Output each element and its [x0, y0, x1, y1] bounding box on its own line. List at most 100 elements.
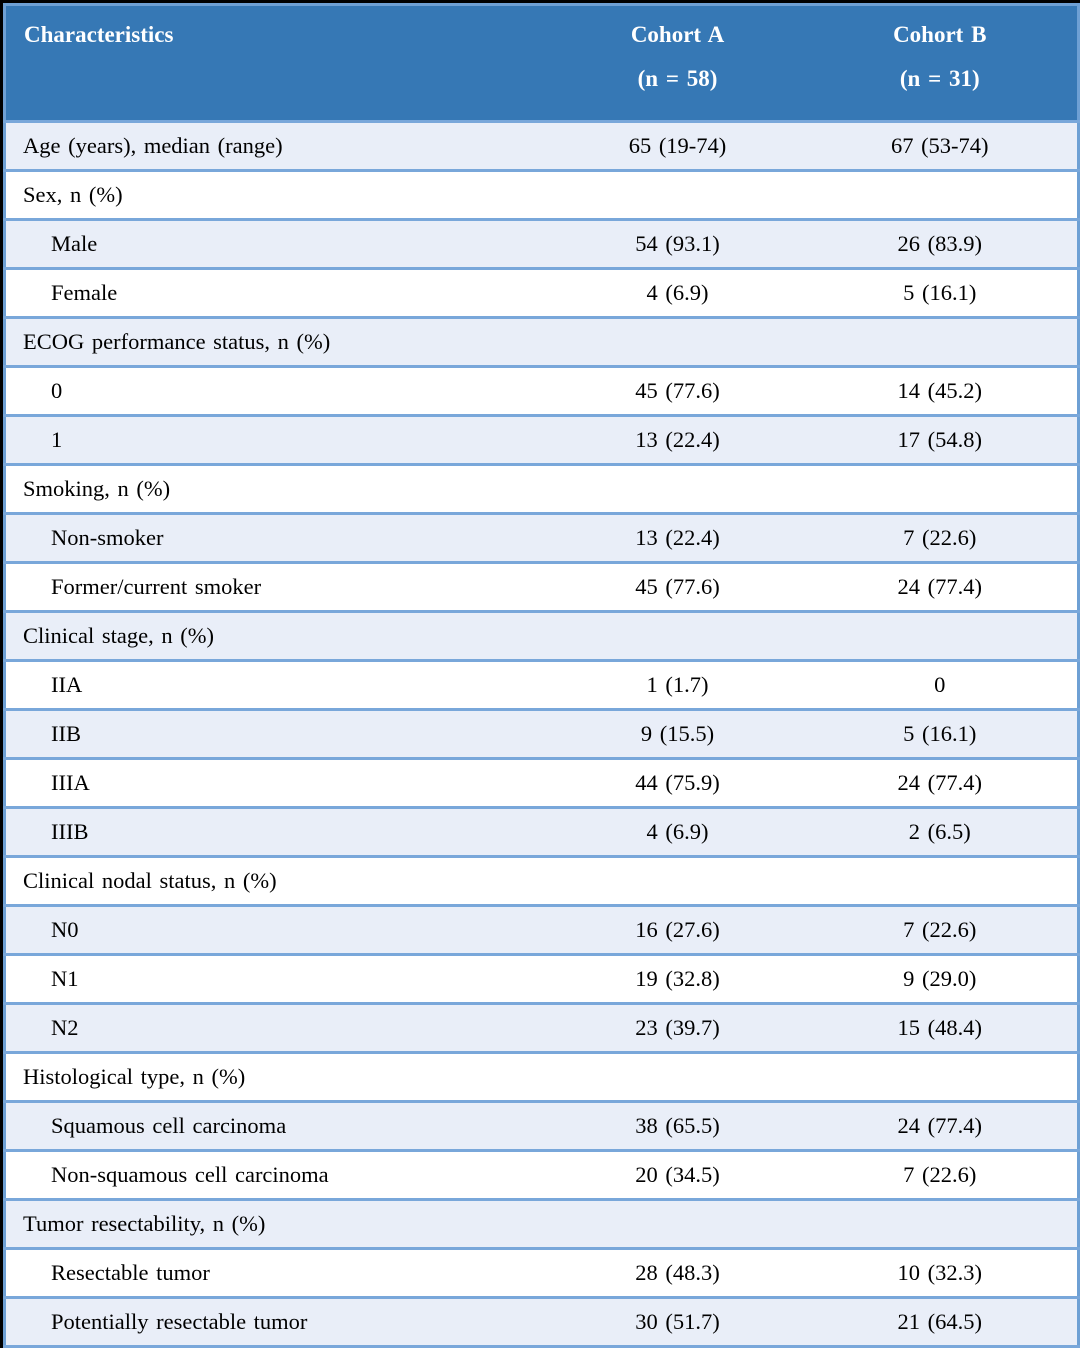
cohort-a-value: 28 (48.3)	[552, 1247, 803, 1299]
table-row: Clinical stage, n (%)	[4, 610, 1079, 662]
header-row: Characteristics Cohort A (n = 58) Cohort…	[4, 4, 1079, 123]
table-row: Non-smoker 13 (22.4) 7 (22.6)	[4, 512, 1079, 564]
cohort-b-value: 7 (22.6)	[802, 1149, 1079, 1201]
header-cohort-b: Cohort B (n = 31)	[802, 4, 1079, 123]
table-row: Female 4 (6.9) 5 (16.1)	[4, 267, 1079, 319]
row-label: ECOG performance status, n (%)	[4, 316, 553, 368]
cohort-a-value	[552, 610, 803, 662]
table-row: Age (years), median (range) 65 (19-74) 67 …	[4, 120, 1079, 172]
cohort-b-value: 5 (16.1)	[802, 267, 1079, 319]
cohort-b-value	[802, 169, 1079, 221]
row-label: Tumor resectability, n (%)	[4, 1198, 553, 1250]
table-row: Clinical nodal status, n (%)	[4, 855, 1079, 907]
table-row: N0 16 (27.6) 7 (22.6)	[4, 904, 1079, 956]
cohort-a-value	[552, 169, 803, 221]
table-body: Age (years), median (range) 65 (19-74) 67 …	[4, 120, 1079, 1348]
header-cohort-a: Cohort A (n = 58)	[552, 4, 803, 123]
cohort-a-value: 4 (6.9)	[552, 806, 803, 858]
row-label: IIA	[4, 659, 553, 711]
row-label: N1	[4, 953, 553, 1005]
row-label: Resectable tumor	[4, 1247, 553, 1299]
cohort-b-value: 26 (83.9)	[802, 218, 1079, 270]
cohort-b-value: 15 (48.4)	[802, 1002, 1079, 1054]
row-label: 1	[4, 414, 553, 466]
cohort-b-value	[802, 1051, 1079, 1103]
table-row: Tumor resectability, n (%)	[4, 1198, 1079, 1250]
cohort-b-label: Cohort B	[893, 22, 987, 47]
row-label: Female	[4, 267, 553, 319]
cohort-a-value	[552, 1051, 803, 1103]
cohort-b-value	[802, 610, 1079, 662]
table-row: IIB 9 (15.5) 5 (16.1)	[4, 708, 1079, 760]
table-row: Sex, n (%)	[4, 169, 1079, 221]
row-label: Smoking, n (%)	[4, 463, 553, 515]
cohort-a-value: 54 (93.1)	[552, 218, 803, 270]
cohort-a-value	[552, 463, 803, 515]
cohort-a-n: (n = 58)	[637, 66, 718, 91]
cohort-b-value	[802, 463, 1079, 515]
patient-characteristics-table: Characteristics Cohort A (n = 58) Cohort…	[3, 3, 1080, 1348]
cohort-a-value	[552, 316, 803, 368]
row-label: IIB	[4, 708, 553, 760]
row-label: Histological type, n (%)	[4, 1051, 553, 1103]
table-row: 1 13 (22.4) 17 (54.8)	[4, 414, 1079, 466]
row-label: 0	[4, 365, 553, 417]
cohort-b-value: 17 (54.8)	[802, 414, 1079, 466]
cohort-a-value: 13 (22.4)	[552, 512, 803, 564]
row-label: Non-smoker	[4, 512, 553, 564]
row-label: Male	[4, 218, 553, 270]
cohort-b-value: 67 (53-74)	[802, 120, 1079, 172]
row-label: N2	[4, 1002, 553, 1054]
cohort-b-value: 2 (6.5)	[802, 806, 1079, 858]
row-label: IIIA	[4, 757, 553, 809]
cohort-b-value: 5 (16.1)	[802, 708, 1079, 760]
row-label: Clinical nodal status, n (%)	[4, 855, 553, 907]
table-row: IIA 1 (1.7) 0	[4, 659, 1079, 711]
row-label: Clinical stage, n (%)	[4, 610, 553, 662]
cohort-b-value: 7 (22.6)	[802, 512, 1079, 564]
cohort-b-n: (n = 31)	[899, 66, 980, 91]
cohort-a-value	[552, 1198, 803, 1250]
table-row: IIIB 4 (6.9) 2 (6.5)	[4, 806, 1079, 858]
cohort-b-value: 0	[802, 659, 1079, 711]
cohort-b-value: 24 (77.4)	[802, 1100, 1079, 1152]
cohort-a-value: 13 (22.4)	[552, 414, 803, 466]
table-row: 0 45 (77.6) 14 (45.2)	[4, 365, 1079, 417]
row-label: IIIB	[4, 806, 553, 858]
cohort-a-value: 19 (32.8)	[552, 953, 803, 1005]
table-row: Male 54 (93.1) 26 (83.9)	[4, 218, 1079, 270]
figure-frame: Characteristics Cohort A (n = 58) Cohort…	[3, 3, 1080, 1348]
table-row: ECOG performance status, n (%)	[4, 316, 1079, 368]
cohort-a-value: 1 (1.7)	[552, 659, 803, 711]
cohort-a-value: 20 (34.5)	[552, 1149, 803, 1201]
cohort-a-value: 23 (39.7)	[552, 1002, 803, 1054]
cohort-a-value	[552, 855, 803, 907]
table-row: IIIA 44 (75.9) 24 (77.4)	[4, 757, 1079, 809]
cohort-a-value: 9 (15.5)	[552, 708, 803, 760]
cohort-b-value	[802, 855, 1079, 907]
table-row: Resectable tumor 28 (48.3) 10 (32.3)	[4, 1247, 1079, 1299]
cohort-b-value: 24 (77.4)	[802, 561, 1079, 613]
table-row: Former/current smoker 45 (77.6) 24 (77.4)	[4, 561, 1079, 613]
cohort-b-value: 9 (29.0)	[802, 953, 1079, 1005]
row-label: Sex, n (%)	[4, 169, 553, 221]
cohort-b-value: 10 (32.3)	[802, 1247, 1079, 1299]
table-row: N1 19 (32.8) 9 (29.0)	[4, 953, 1079, 1005]
cohort-a-value: 16 (27.6)	[552, 904, 803, 956]
cohort-a-value: 65 (19-74)	[552, 120, 803, 172]
cohort-b-value	[802, 1198, 1079, 1250]
cohort-b-value: 24 (77.4)	[802, 757, 1079, 809]
cohort-a-label: Cohort A	[630, 22, 725, 47]
cohort-a-value: 45 (77.6)	[552, 365, 803, 417]
row-label: Non-squamous cell carcinoma	[4, 1149, 553, 1201]
table-header: Characteristics Cohort A (n = 58) Cohort…	[4, 4, 1079, 123]
row-label: N0	[4, 904, 553, 956]
cohort-b-value: 14 (45.2)	[802, 365, 1079, 417]
cohort-a-value: 38 (65.5)	[552, 1100, 803, 1152]
header-characteristics: Characteristics	[4, 4, 553, 123]
cohort-a-value: 45 (77.6)	[552, 561, 803, 613]
table-row: Smoking, n (%)	[4, 463, 1079, 515]
row-label: Squamous cell carcinoma	[4, 1100, 553, 1152]
table-row: Non-squamous cell carcinoma 20 (34.5) 7 (2…	[4, 1149, 1079, 1201]
table-row: Squamous cell carcinoma 38 (65.5) 24 (77.4…	[4, 1100, 1079, 1152]
